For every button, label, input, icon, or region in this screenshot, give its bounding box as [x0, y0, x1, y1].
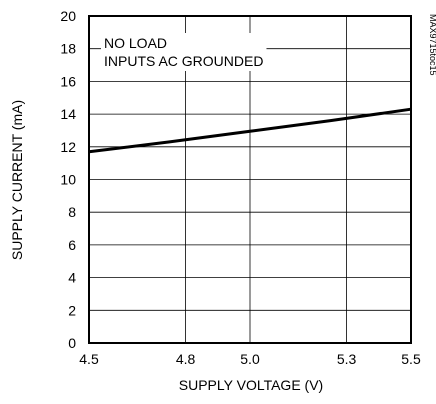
annotation-background [101, 33, 267, 71]
y-tick-label: 12 [60, 139, 76, 155]
y-tick-label: 4 [68, 270, 76, 286]
y-tick-label: 6 [68, 237, 76, 253]
y-tick-label: 10 [60, 172, 76, 188]
figure-id: MAX9715toc15 [428, 14, 436, 76]
plot-frame [88, 15, 412, 344]
x-tick-label: 5.5 [401, 351, 421, 367]
x-tick-label: 5.3 [337, 351, 357, 367]
x-axis-label: SUPPLY VOLTAGE (V) [179, 377, 323, 393]
x-tick-label: 4.5 [79, 351, 99, 367]
annotation-inputs-ac-grounded: INPUTS AC GROUNDED [104, 53, 263, 69]
x-tick-label: 5.0 [240, 351, 260, 367]
y-tick-label: 8 [68, 204, 76, 220]
annotation-no-load: NO LOAD [104, 35, 167, 51]
y-tick-label: 2 [68, 302, 76, 318]
y-axis-label: SUPPLY CURRENT (mA) [9, 100, 25, 260]
y-tick-label: 0 [68, 335, 76, 351]
tick-labels: 0 2 4 6 8 10 12 14 16 18 20 4.5 4.8 5.0 5.3 5.5 [60, 8, 421, 367]
y-tick-label: 20 [60, 8, 76, 24]
y-tick-label: 16 [60, 73, 76, 89]
y-tick-label: 18 [60, 41, 76, 57]
x-tick-label: 4.8 [176, 351, 196, 367]
y-tick-label: 14 [60, 106, 76, 122]
